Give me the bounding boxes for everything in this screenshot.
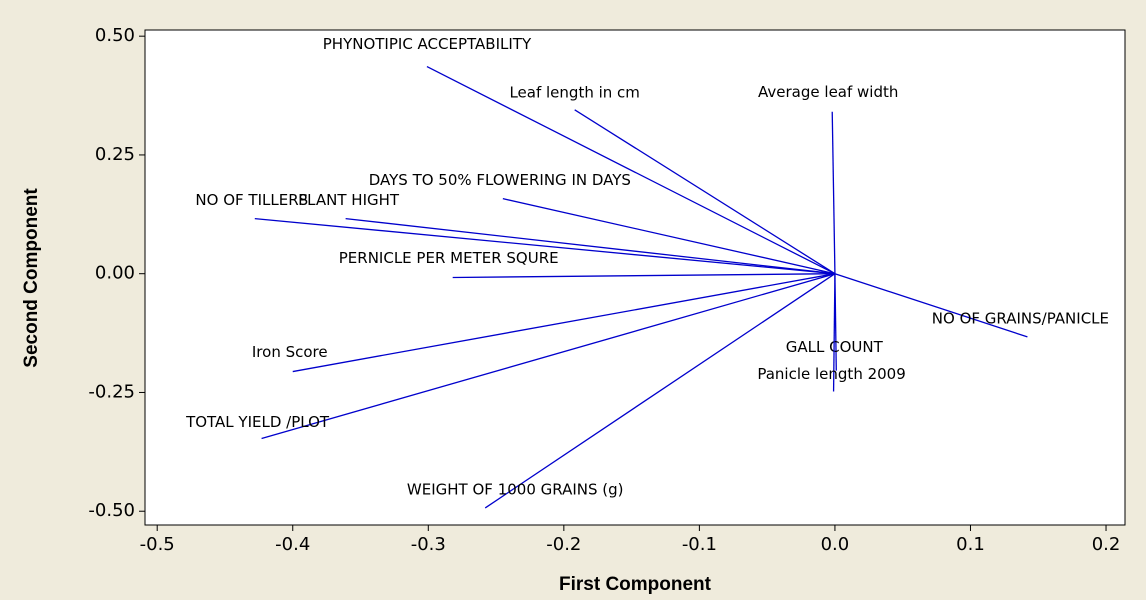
x-tick-label: -0.2 <box>546 534 581 555</box>
vector-label: PHYNOTIPIC ACCEPTABILITY <box>323 35 532 53</box>
loading-vector <box>832 273 836 392</box>
vector-label: Average leaf width <box>758 83 898 101</box>
loading-vector <box>484 273 836 509</box>
y-tick-label: 0.50 <box>95 25 135 46</box>
y-tick-label: 0.00 <box>95 263 135 284</box>
loading-vector <box>254 217 835 275</box>
loading-vector <box>574 109 836 275</box>
vector-label: NO OF TILLERS <box>195 191 308 209</box>
vector-label: DAYS TO 50% FLOWERING IN DAYS <box>369 171 631 189</box>
loading-vector <box>261 273 836 440</box>
x-tick-label: -0.1 <box>682 534 717 555</box>
loading-vector <box>831 111 836 274</box>
x-tick-label: 0.1 <box>956 534 985 555</box>
y-tick-label: 0.25 <box>95 144 135 165</box>
x-tick-label: -0.4 <box>275 534 310 555</box>
loading-vector <box>292 273 836 373</box>
loading-vector <box>426 65 836 275</box>
vector-label: PERNICLE PER METER SQURE <box>339 249 559 267</box>
x-tick-label: -0.3 <box>411 534 446 555</box>
vector-label: PLANT HIGHT <box>298 191 400 209</box>
vector-label: NO OF GRAINS/PANICLE <box>932 309 1109 327</box>
vector-label: Iron Score <box>252 343 328 361</box>
y-axis-title: Second Component <box>21 188 42 368</box>
x-tick-label: -0.5 <box>140 534 175 555</box>
loading-vector <box>345 217 836 275</box>
plot-area <box>144 29 1126 526</box>
y-tick-label: -0.25 <box>88 381 135 402</box>
loading-vector <box>834 273 1028 338</box>
x-tick-label: 0.0 <box>821 534 850 555</box>
loading-vector <box>502 198 836 275</box>
vector-label: TOTAL YIELD /PLOT <box>185 413 330 431</box>
y-tick-label: -0.50 <box>88 500 135 521</box>
x-tick-label: 0.2 <box>1092 534 1121 555</box>
loading-vector <box>452 273 835 279</box>
vector-label: WEIGHT OF 1000 GRAINS (g) <box>407 480 624 498</box>
vector-label: Leaf length in cm <box>509 83 639 101</box>
vector-label: Panicle length 2009 <box>757 365 905 383</box>
x-axis-title: First Component <box>559 574 712 595</box>
